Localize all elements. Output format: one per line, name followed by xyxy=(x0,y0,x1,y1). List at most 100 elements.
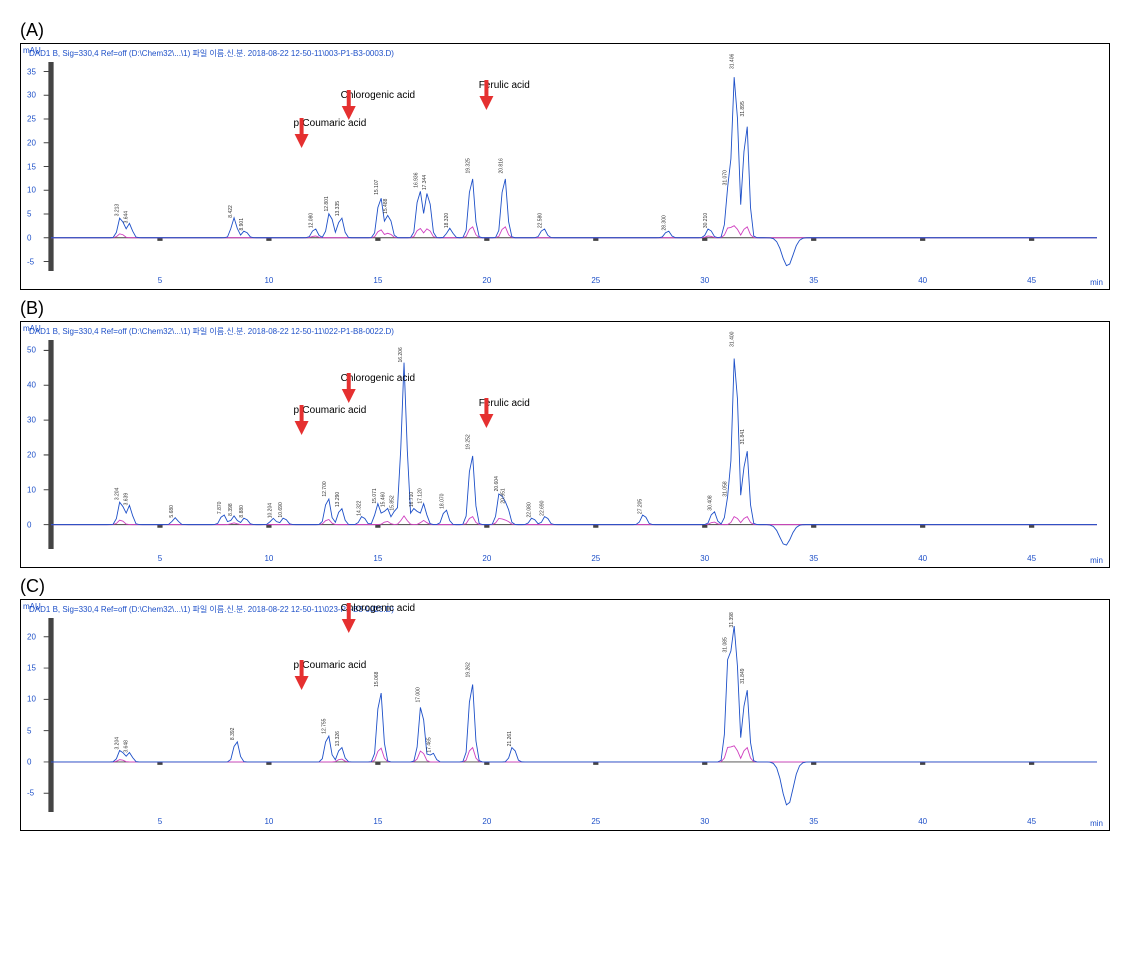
svg-text:16.206: 16.206 xyxy=(398,347,404,363)
y-tick: 20 xyxy=(27,450,36,459)
x-tick: 15 xyxy=(373,554,382,563)
svg-text:3.204: 3.204 xyxy=(115,737,121,750)
y-tick: 10 xyxy=(27,186,36,195)
svg-text:20.604: 20.604 xyxy=(494,476,500,492)
svg-text:15.852: 15.852 xyxy=(389,495,395,511)
chart-header: DAD1 B, Sig=330,4 Ref=off (D:\Chem32\...… xyxy=(29,604,394,615)
svg-text:8.880: 8.880 xyxy=(239,505,245,518)
y-tick: 40 xyxy=(27,381,36,390)
plot-area: 01020304050510152025303540453.2043.6395.… xyxy=(51,340,1097,549)
svg-text:30.210: 30.210 xyxy=(703,213,709,229)
y-tick: -5 xyxy=(27,789,34,798)
svg-text:15.068: 15.068 xyxy=(374,671,380,687)
y-tick: 0 xyxy=(27,520,31,529)
x-tick: 15 xyxy=(373,817,382,826)
chart-box: DAD1 B, Sig=330,4 Ref=off (D:\Chem32\...… xyxy=(20,599,1110,831)
svg-text:17.465: 17.465 xyxy=(426,737,432,753)
x-tick: 30 xyxy=(700,554,709,563)
svg-text:22.580: 22.580 xyxy=(537,213,543,229)
x-tick: 30 xyxy=(700,817,709,826)
svg-text:17.344: 17.344 xyxy=(422,175,428,191)
svg-text:16.710: 16.710 xyxy=(409,492,415,508)
svg-text:18.320: 18.320 xyxy=(444,213,450,229)
y-tick: 5 xyxy=(27,726,31,735)
svg-text:3.648: 3.648 xyxy=(123,740,129,753)
svg-text:3.213: 3.213 xyxy=(115,204,121,217)
x-tick: 5 xyxy=(158,554,162,563)
peak-annotation: p-Coumaric acid xyxy=(294,118,367,129)
svg-text:14.322: 14.322 xyxy=(357,500,363,516)
svg-text:16.936: 16.936 xyxy=(413,172,419,188)
svg-text:31.849: 31.849 xyxy=(740,668,746,684)
svg-text:19.325: 19.325 xyxy=(466,158,472,174)
x-tick: 45 xyxy=(1027,817,1036,826)
svg-text:19.262: 19.262 xyxy=(466,662,472,678)
svg-text:30.408: 30.408 xyxy=(707,495,713,511)
svg-text:8.398: 8.398 xyxy=(228,503,234,516)
peak-labels: 3.2043.6395.6807.8708.3988.88010.20410.6… xyxy=(51,340,1097,549)
y-tick: 35 xyxy=(27,67,36,76)
svg-text:10.690: 10.690 xyxy=(278,502,284,518)
x-tick: 40 xyxy=(918,817,927,826)
x-tick: 40 xyxy=(918,276,927,285)
peak-annotation: Ferulic acid xyxy=(479,80,530,91)
peak-annotation: Chlorogenic acid xyxy=(341,90,416,101)
svg-text:31.841: 31.841 xyxy=(740,429,746,445)
y-tick: 30 xyxy=(27,416,36,425)
x-tick: 10 xyxy=(264,554,273,563)
svg-text:8.901: 8.901 xyxy=(239,218,245,231)
x-tick: 20 xyxy=(482,817,491,826)
svg-text:28.300: 28.300 xyxy=(662,215,668,231)
x-tick: 20 xyxy=(482,554,491,563)
y-tick: 5 xyxy=(27,210,31,219)
svg-text:3.204: 3.204 xyxy=(115,487,121,500)
peak-annotation: Ferulic acid xyxy=(479,398,530,409)
arrow-down-icon xyxy=(479,80,530,91)
svg-text:22.080: 22.080 xyxy=(527,502,533,518)
y-tick: 15 xyxy=(27,162,36,171)
svg-text:15.488: 15.488 xyxy=(383,198,389,214)
svg-text:13.326: 13.326 xyxy=(335,731,341,747)
x-tick: 35 xyxy=(809,554,818,563)
arrow-down-icon xyxy=(479,398,530,409)
svg-text:20.951: 20.951 xyxy=(500,488,506,504)
svg-text:31.058: 31.058 xyxy=(723,481,729,497)
chromatogram-panel-B: (B)DAD1 B, Sig=330,4 Ref=off (D:\Chem32\… xyxy=(20,298,1110,568)
svg-text:12.801: 12.801 xyxy=(324,196,330,212)
svg-text:12.755: 12.755 xyxy=(322,718,328,734)
y-tick: -5 xyxy=(27,257,34,266)
y-axis-label: mAU xyxy=(23,46,41,55)
y-tick: 20 xyxy=(27,138,36,147)
chart-header: DAD1 B, Sig=330,4 Ref=off (D:\Chem32\...… xyxy=(29,48,394,59)
x-tick: 40 xyxy=(918,554,927,563)
x-tick: 35 xyxy=(809,817,818,826)
svg-text:12.700: 12.700 xyxy=(322,481,328,497)
svg-text:3.639: 3.639 xyxy=(123,493,129,506)
y-tick: 50 xyxy=(27,346,36,355)
svg-text:15.460: 15.460 xyxy=(381,492,387,508)
arrow-down-icon xyxy=(294,118,367,129)
chromatogram-panel-C: (C) DAD1 B, Sig=330,4 Ref=off (D:\Chem32\… xyxy=(20,576,1110,831)
y-tick: 20 xyxy=(27,632,36,641)
svg-text:22.690: 22.690 xyxy=(540,500,546,516)
panel-label: (C) xyxy=(20,576,1110,597)
arrow-down-icon xyxy=(294,660,367,671)
peak-labels: 3.2043.6488.39212.75513.32615.06817.0001… xyxy=(51,618,1097,812)
peak-annotation: p-Coumaric acid xyxy=(294,660,367,671)
peak-annotation: Chlorogenic acid xyxy=(341,373,416,384)
arrow-down-icon xyxy=(341,90,416,101)
arrow-down-icon xyxy=(341,603,416,614)
svg-text:21.261: 21.261 xyxy=(507,731,513,747)
arrow-down-icon xyxy=(294,405,367,416)
chart-box: DAD1 B, Sig=330,4 Ref=off (D:\Chem32\...… xyxy=(20,43,1110,290)
x-tick: 10 xyxy=(264,276,273,285)
x-axis-label: min xyxy=(1090,819,1103,828)
svg-text:17.000: 17.000 xyxy=(415,687,421,703)
x-tick: 5 xyxy=(158,817,162,826)
plot-area: -505101520510152025303540453.2043.6488.3… xyxy=(51,618,1097,812)
peak-labels: 3.2133.6448.4228.90112.08012.80113.33515… xyxy=(51,62,1097,271)
svg-text:5.680: 5.680 xyxy=(169,505,175,518)
y-tick: 10 xyxy=(27,485,36,494)
panel-label: (B) xyxy=(20,298,1110,319)
x-axis-label: min xyxy=(1090,556,1103,565)
